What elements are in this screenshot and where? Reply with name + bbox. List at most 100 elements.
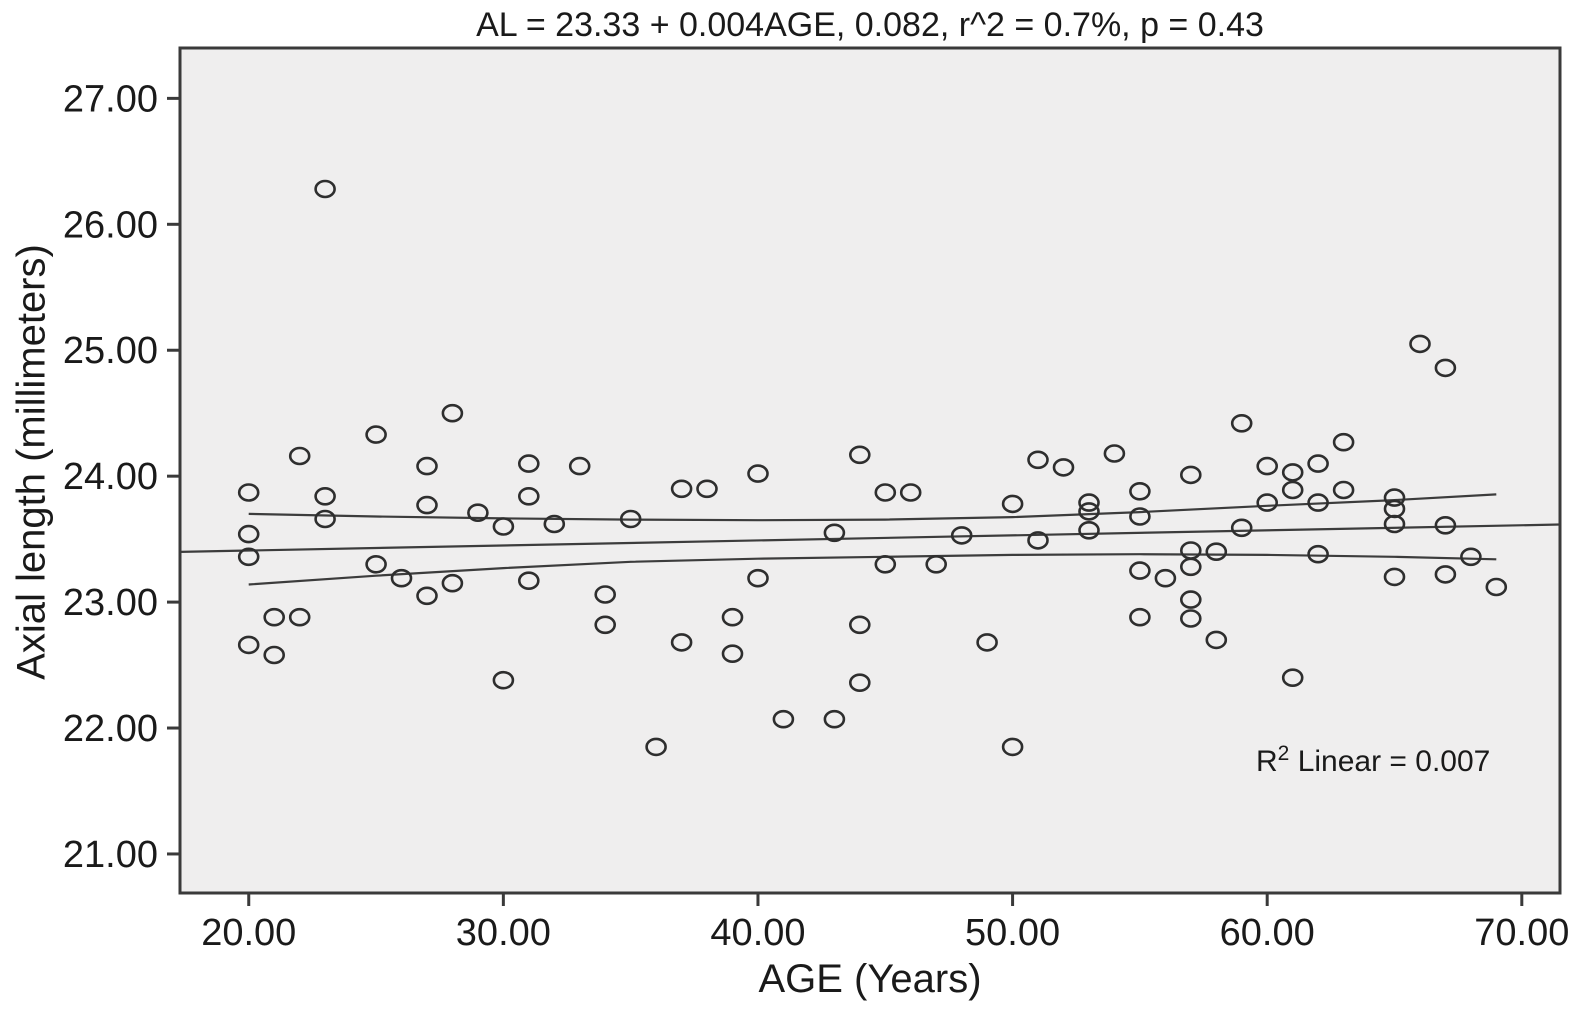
data-point bbox=[1434, 565, 1457, 584]
data-point bbox=[950, 526, 973, 545]
y-tick-label: 22.00 bbox=[63, 708, 158, 750]
data-point bbox=[1281, 480, 1304, 500]
data-point bbox=[670, 479, 693, 499]
plot-background bbox=[180, 48, 1560, 893]
data-point bbox=[1230, 413, 1253, 433]
data-point bbox=[492, 670, 515, 690]
data-point bbox=[848, 445, 871, 465]
data-point bbox=[1129, 607, 1151, 627]
data-point bbox=[416, 495, 438, 515]
x-tick-label: 50.00 bbox=[965, 912, 1060, 954]
data-point bbox=[1256, 456, 1278, 476]
data-point bbox=[1383, 488, 1406, 507]
data-point bbox=[568, 456, 591, 476]
data-point bbox=[1205, 542, 1228, 562]
data-point bbox=[1180, 609, 1202, 628]
data-point bbox=[696, 479, 718, 499]
data-point bbox=[543, 514, 566, 534]
data-point bbox=[390, 568, 413, 588]
data-point bbox=[848, 615, 871, 635]
data-point bbox=[594, 585, 617, 604]
data-point bbox=[314, 486, 336, 506]
x-axis-title: AGE (Years) bbox=[758, 957, 982, 1001]
y-axis-title: Axial length (millimeters) bbox=[9, 244, 54, 680]
data-point bbox=[1307, 544, 1329, 564]
y-tick-label: 24.00 bbox=[63, 456, 158, 498]
data-point bbox=[1103, 444, 1126, 463]
data-point bbox=[237, 524, 260, 544]
data-point bbox=[1180, 465, 1202, 485]
data-point bbox=[517, 454, 540, 473]
data-point bbox=[288, 446, 311, 466]
data-point bbox=[747, 568, 769, 588]
data-point bbox=[314, 179, 336, 199]
data-point bbox=[441, 573, 464, 593]
data-point bbox=[1129, 561, 1151, 580]
data-point bbox=[747, 464, 769, 483]
data-point bbox=[1078, 520, 1100, 540]
data-point bbox=[619, 509, 642, 529]
r-squared-annotation: R2 Linear = 0.007 bbox=[1256, 742, 1490, 779]
data-point bbox=[416, 456, 438, 476]
data-point bbox=[1307, 493, 1329, 512]
y-tick-label: 25.00 bbox=[63, 330, 158, 372]
data-point bbox=[1256, 493, 1278, 512]
data-point bbox=[237, 635, 260, 655]
data-point bbox=[263, 607, 286, 627]
data-point bbox=[1485, 577, 1508, 597]
data-point bbox=[721, 607, 744, 627]
annotation-base: R bbox=[1256, 745, 1278, 778]
x-tick-label: 20.00 bbox=[201, 912, 296, 954]
data-point bbox=[1205, 630, 1228, 650]
data-point bbox=[1078, 493, 1100, 512]
data-point bbox=[1281, 463, 1304, 482]
data-point bbox=[594, 615, 617, 635]
data-point bbox=[1332, 480, 1355, 500]
data-point bbox=[976, 633, 998, 652]
data-point bbox=[1383, 567, 1406, 587]
data-point bbox=[288, 607, 311, 627]
data-point bbox=[925, 554, 948, 574]
plot-border bbox=[178, 46, 1562, 895]
data-point bbox=[645, 737, 667, 757]
data-point bbox=[365, 425, 387, 444]
data-point bbox=[1383, 514, 1406, 534]
data-point bbox=[1180, 590, 1202, 609]
data-point bbox=[237, 483, 260, 502]
data-point bbox=[823, 709, 846, 729]
data-point bbox=[899, 483, 922, 502]
data-point bbox=[1001, 737, 1024, 757]
data-point bbox=[1434, 358, 1457, 378]
data-point bbox=[874, 483, 897, 502]
regression-line bbox=[179, 523, 1561, 553]
x-tick-label: 30.00 bbox=[456, 912, 551, 954]
x-tick-label: 70.00 bbox=[1474, 912, 1569, 954]
data-point bbox=[1154, 568, 1177, 588]
data-point bbox=[416, 586, 438, 606]
data-point bbox=[1129, 507, 1151, 526]
y-tick-label: 23.00 bbox=[63, 582, 158, 624]
y-tick-label: 26.00 bbox=[63, 204, 158, 246]
data-point bbox=[670, 633, 693, 652]
data-point bbox=[1027, 450, 1049, 470]
chart-title: AL = 23.33 + 0.004AGE, 0.082, r^2 = 0.7%… bbox=[476, 6, 1264, 44]
data-point bbox=[365, 554, 387, 574]
annotation-superscript: 2 bbox=[1277, 742, 1290, 765]
data-point bbox=[314, 509, 336, 529]
data-point bbox=[492, 517, 515, 536]
data-point bbox=[467, 503, 489, 523]
data-point bbox=[1434, 515, 1457, 535]
data-point bbox=[823, 523, 846, 543]
data-point bbox=[1409, 334, 1431, 354]
data-point bbox=[721, 644, 744, 664]
data-point bbox=[441, 403, 464, 423]
data-point bbox=[1027, 531, 1049, 550]
y-tick-label: 27.00 bbox=[63, 78, 158, 120]
data-point bbox=[517, 571, 540, 591]
data-point bbox=[1129, 481, 1151, 501]
data-point bbox=[1281, 668, 1304, 688]
data-point bbox=[263, 645, 286, 665]
y-tick-label: 21.00 bbox=[63, 834, 158, 876]
